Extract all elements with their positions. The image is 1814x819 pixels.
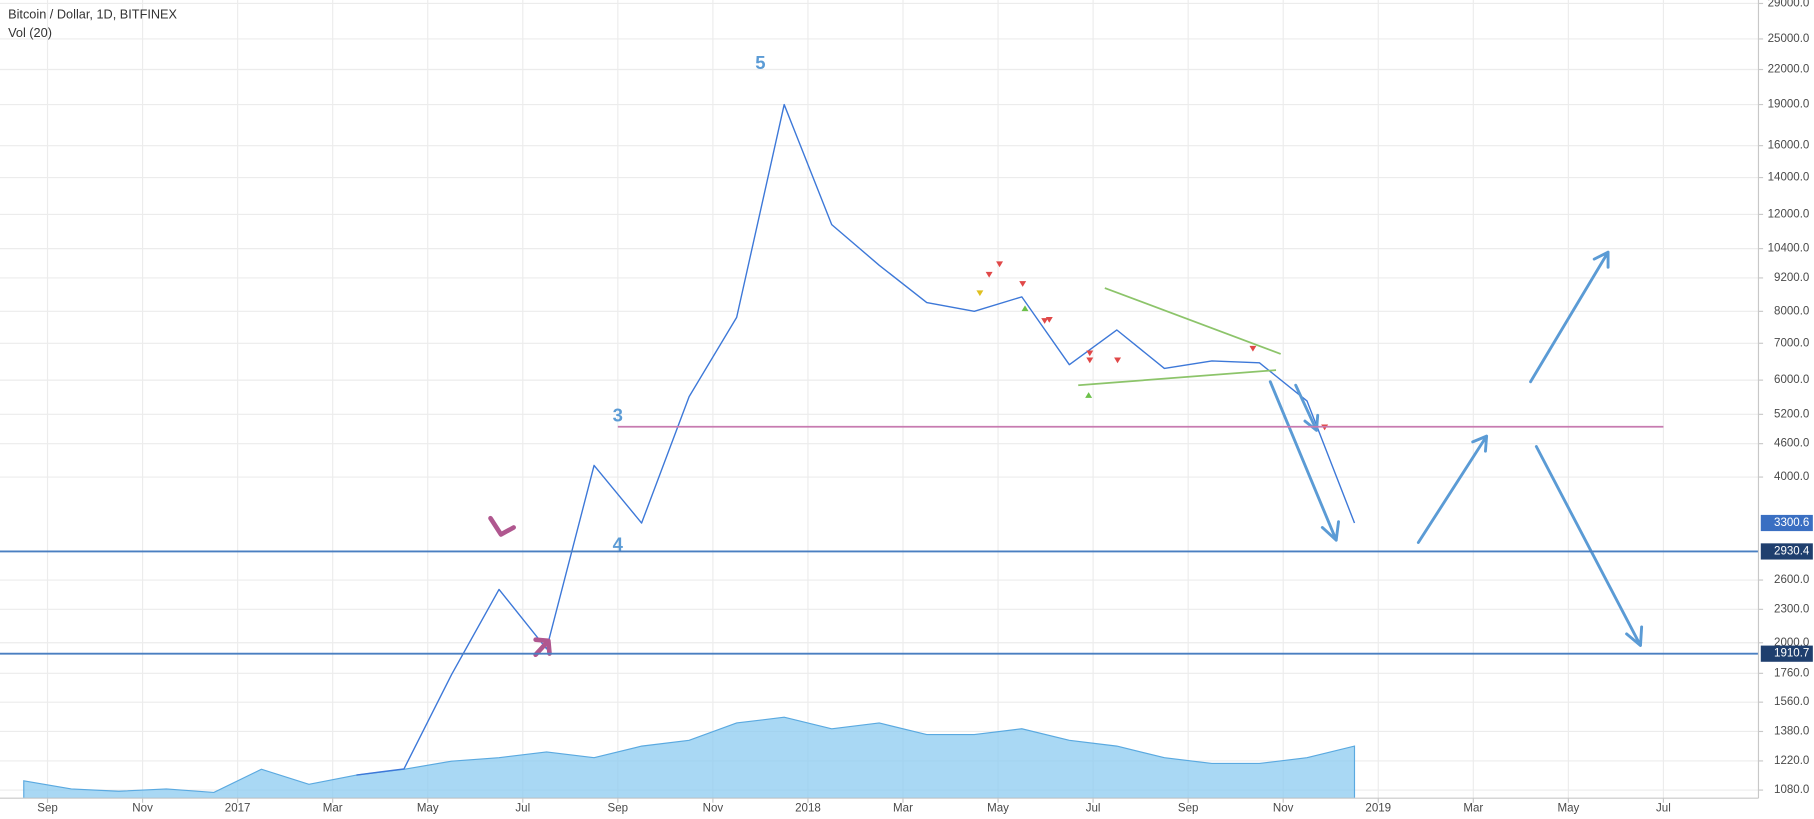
wave-label: 5 [755,52,765,73]
y-tick-label: 9200.0 [1774,272,1809,284]
time-axis-bg [0,798,1814,819]
axes: 29000.0 25000.0 22000.0 19000.0 16000.0 14000… [37,0,1813,815]
x-tick-label: Mar [893,803,913,815]
x-tick-label: Sep [608,803,629,815]
y-tick-label: 4600.0 [1774,438,1809,450]
volume-legend: Vol (20) [8,25,52,40]
grid [0,0,1759,799]
arrow [1529,250,1610,384]
y-tick-label: 25000.0 [1768,33,1810,45]
drawings [488,250,1644,658]
y-tick-label: 5200.0 [1774,408,1809,420]
x-tick-label: May [417,803,439,815]
marker-arrow [533,637,552,658]
y-tick-label: 1220.0 [1774,755,1809,767]
x-tick-label: Jul [515,803,530,815]
x-tick-label: Jul [1656,803,1671,815]
x-tick-label: Nov [703,803,724,815]
x-tick-label: May [987,803,1009,815]
trend-line [1078,369,1277,387]
wave-label: 4 [613,534,624,555]
y-tick-label: 1760.0 [1774,667,1809,679]
x-tick-label: Nov [132,803,153,815]
y-tick-label: 4000.0 [1774,471,1809,483]
y-tick-label: 2300.0 [1774,603,1809,615]
y-tick-label: 12000.0 [1768,208,1810,220]
arrow [1294,383,1320,432]
arrow [1268,380,1340,542]
neutral-marker [976,290,984,297]
x-tick-label: 2017 [225,803,251,815]
y-tick-label: 1080.0 [1774,784,1809,796]
x-tick-label: May [1557,803,1579,815]
y-tick-label: 6000.0 [1774,374,1809,386]
marker-arrow [488,515,516,537]
price-axis-bg [1758,0,1814,819]
x-tick-label: Mar [1463,803,1483,815]
y-tick-label: 19000.0 [1768,99,1810,111]
chart-title: Bitcoin / Dollar, 1D, BITFINEX [8,6,177,21]
level-label: 1910.7 [1774,648,1809,660]
price-label: 3300.6 [1774,517,1809,529]
y-tick-label: 22000.0 [1768,64,1810,76]
price-label-box [1760,514,1813,532]
x-tick-label: Sep [1178,803,1199,815]
y-tick-label: 10400.0 [1768,243,1810,255]
y-tick-label: 14000.0 [1768,172,1810,184]
trend-line [1104,287,1281,355]
arrow [1534,445,1644,647]
price-line [356,103,1356,776]
level-label-box [1760,543,1813,560]
x-tick-label: Nov [1273,803,1294,815]
arrow [1416,434,1489,544]
x-tick-label: Sep [37,803,58,815]
x-tick-label: 2018 [795,803,821,815]
y-tick-label: 8000.0 [1774,305,1809,317]
level-label-box [1760,645,1813,662]
level-layer [0,425,1759,655]
x-tick-label: 2019 [1365,803,1391,815]
x-tick-label: Jul [1086,803,1101,815]
y-tick-label: 7000.0 [1774,337,1809,349]
wave-label: 3 [613,405,623,426]
y-tick-label: 1380.0 [1774,726,1809,738]
level-label: 2930.4 [1774,545,1810,557]
x-tick-label: Mar [323,803,343,815]
volume-layer [23,716,1356,799]
y-tick-label: 2000.0 [1774,637,1809,649]
y-tick-label: 2600.0 [1774,574,1809,586]
volume-area [23,716,1356,799]
y-tick-label: 1560.0 [1774,696,1809,708]
y-tick-label: 29000.0 [1768,0,1810,10]
price-layer: 5 3 4 [356,52,1356,776]
y-tick-label: 16000.0 [1768,140,1810,152]
